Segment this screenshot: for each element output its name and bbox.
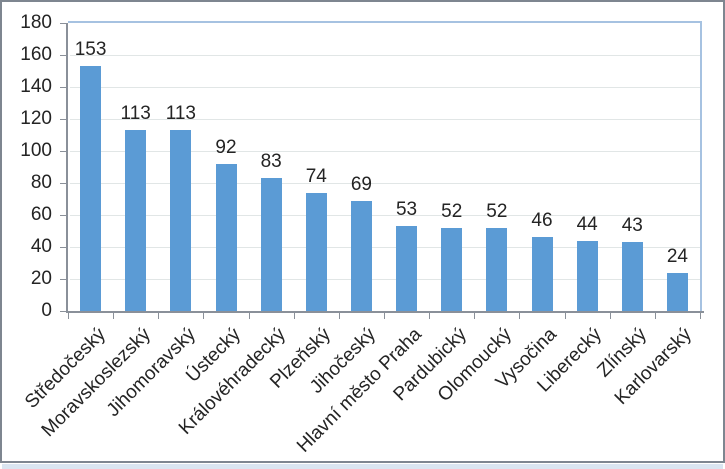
bar — [531, 237, 553, 311]
x-axis-tick — [293, 313, 295, 319]
x-axis-tick — [700, 313, 701, 319]
gridline — [70, 247, 700, 248]
bar-value-label: 43 — [621, 215, 643, 236]
y-tick-label: 20 — [30, 268, 52, 289]
bar-value-label: 24 — [666, 246, 688, 267]
y-tick-label: 140 — [20, 76, 52, 97]
bar-value-label: 92 — [215, 137, 237, 158]
bar-value-label: 113 — [165, 103, 196, 124]
x-axis-tick — [158, 313, 160, 319]
x-axis-tick — [564, 313, 566, 319]
x-axis-tick — [338, 313, 340, 319]
x-axis-tick — [113, 313, 115, 319]
y-tick-label: 160 — [20, 44, 52, 65]
bar — [486, 228, 508, 311]
bar — [576, 241, 598, 311]
y-axis-tick — [60, 119, 66, 120]
y-axis-tick — [60, 311, 66, 312]
x-axis-tick — [429, 313, 431, 319]
gridline — [70, 55, 700, 56]
x-axis-tick — [654, 313, 656, 319]
bar — [215, 164, 237, 311]
y-tick-label: 120 — [20, 108, 52, 129]
bar — [170, 130, 192, 311]
x-axis-tick — [203, 313, 205, 319]
y-tick-label: 80 — [30, 172, 52, 193]
plot-area-border — [68, 21, 702, 311]
bar — [80, 66, 102, 311]
gridline — [70, 119, 700, 120]
x-axis-tick — [68, 313, 69, 319]
y-axis-tick — [60, 215, 66, 216]
x-axis-tick — [519, 313, 521, 319]
y-axis-tick — [60, 183, 66, 184]
gridline — [70, 215, 700, 216]
bar — [666, 273, 688, 311]
bar-value-label: 83 — [260, 151, 282, 172]
bar — [305, 193, 327, 311]
bar — [350, 201, 372, 311]
y-axis-tick — [60, 151, 66, 152]
gridline — [70, 151, 700, 152]
gridline — [70, 279, 700, 280]
bar-value-label: 53 — [395, 199, 418, 220]
bar-value-label: 46 — [531, 210, 553, 231]
gridline — [70, 183, 700, 184]
y-tick-label: 100 — [20, 140, 52, 161]
y-axis-tick — [60, 23, 66, 24]
bar — [260, 178, 282, 311]
bar-value-label: 52 — [441, 201, 463, 222]
bar — [621, 242, 643, 311]
x-axis-tick — [474, 313, 476, 319]
bar — [441, 228, 463, 311]
y-axis-tick — [60, 55, 66, 56]
bar — [396, 226, 418, 311]
bar-value-label: 69 — [350, 174, 372, 195]
bar — [125, 130, 147, 311]
bar-value-label: 74 — [305, 166, 327, 187]
y-tick-label: 180 — [20, 12, 52, 33]
bar-value-label: 44 — [576, 214, 598, 235]
y-axis-line — [66, 23, 68, 313]
gridline — [70, 87, 700, 88]
y-axis-tick — [60, 87, 66, 88]
y-axis-tick — [60, 279, 66, 280]
y-tick-label: 40 — [30, 236, 52, 257]
bar-value-label: 52 — [486, 201, 508, 222]
y-tick-label: 0 — [41, 300, 52, 321]
x-axis-tick — [384, 313, 385, 319]
y-tick-label: 60 — [30, 204, 52, 225]
bar-value-label: 113 — [120, 103, 151, 124]
x-axis-tick — [609, 313, 611, 319]
y-axis-tick — [60, 247, 66, 248]
bottom-page-strip — [2, 464, 723, 469]
x-axis-line — [66, 311, 704, 313]
x-axis-tick — [248, 313, 250, 319]
bar-value-label: 153 — [74, 39, 107, 60]
